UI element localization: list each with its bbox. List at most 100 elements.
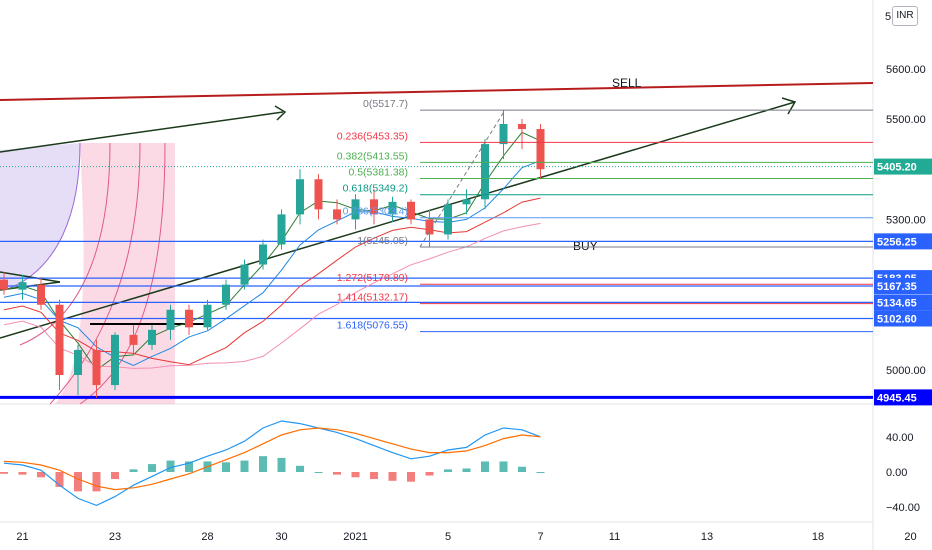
macd-histogram-bar xyxy=(222,462,230,472)
fib-level-label: 0.786(5303.4) xyxy=(343,206,408,218)
price-badge-label: 5405.20 xyxy=(877,162,917,174)
fib-level-label: 1.272(5170.89) xyxy=(337,272,408,284)
time-axis-tick: 21 xyxy=(16,531,28,543)
macd-histogram-bar xyxy=(444,469,452,472)
candle-body xyxy=(462,199,471,205)
candle-body xyxy=(166,309,175,330)
price-axis-tick: 5000.00 xyxy=(886,365,926,377)
fib-level-label: 1(5245.05) xyxy=(357,235,408,247)
price-badge xyxy=(874,389,932,406)
gann-arc xyxy=(4,142,81,291)
candle-body xyxy=(499,124,508,145)
candle-body xyxy=(388,201,397,215)
macd-histogram-bar xyxy=(185,461,193,472)
macd-histogram-bar xyxy=(518,466,526,472)
candle-body xyxy=(277,214,286,245)
macd-line xyxy=(3,420,541,507)
time-axis-tick: 11 xyxy=(609,531,620,543)
candle-body xyxy=(536,129,545,170)
macd-histogram-bar xyxy=(18,472,27,475)
price-badge-label: 5102.60 xyxy=(877,313,917,325)
macd-histogram-bar xyxy=(314,472,323,473)
candle-body xyxy=(370,199,378,215)
macd-histogram-bar xyxy=(296,465,304,472)
fib-level-label: 1.414(5132.17) xyxy=(337,292,408,304)
candle-body xyxy=(481,144,489,200)
candle-body xyxy=(203,304,212,328)
macd-axis-tick: 40.00 xyxy=(886,432,914,444)
macd-histogram-bar xyxy=(277,457,286,472)
fib-level-label: 0.5(5381.38) xyxy=(348,167,408,179)
time-axis-tick: 2021 xyxy=(343,531,367,543)
macd-histogram-bar xyxy=(259,456,267,472)
time-axis-tick: 18 xyxy=(812,531,824,543)
time-axis-tick: 30 xyxy=(275,531,287,543)
time-axis-tick: 23 xyxy=(109,531,121,543)
gann-arc xyxy=(79,142,166,405)
fib-level-label: 0.236(5453.35) xyxy=(337,130,408,142)
fib-retracement-layer[interactable]: 0(5517.7) 0.236(5453.35) 0.382(5413.55) 0.5… xyxy=(337,98,873,333)
price-badge xyxy=(874,158,932,175)
fib-level-label: 1.618(5076.55) xyxy=(337,320,408,332)
macd-histogram-bar xyxy=(499,461,508,472)
drawings-layer: SELL BUY xyxy=(0,76,874,405)
candle-body xyxy=(351,199,360,220)
fib-anchor-line xyxy=(419,109,506,248)
sell-label: SELL xyxy=(612,76,642,90)
macd-histogram-bar xyxy=(92,472,101,492)
price-badge-label: 5256.25 xyxy=(877,236,917,248)
macd-pane xyxy=(0,420,545,507)
price-badge-label: 5134.65 xyxy=(877,297,917,309)
candle-body xyxy=(407,201,415,220)
fib-level-label: 0.382(5413.55) xyxy=(337,150,408,162)
price-badge-label: 5167.35 xyxy=(877,281,917,293)
candle-body xyxy=(333,209,341,220)
time-axis-tick: 7 xyxy=(537,531,543,543)
candle-body xyxy=(111,334,119,386)
price-badge xyxy=(874,277,932,294)
time-axis-tick: 20 xyxy=(904,531,916,543)
trend-arrowhead xyxy=(274,105,287,121)
gann-fan-region xyxy=(0,143,80,290)
gann-arc xyxy=(19,142,111,346)
macd-axis-tick: 0.00 xyxy=(886,467,907,479)
macd-histogram-bar xyxy=(462,468,471,472)
macd-histogram-bar xyxy=(111,472,119,480)
macd-histogram-bar xyxy=(425,472,434,476)
macd-histogram-bar xyxy=(37,472,45,478)
candle-body xyxy=(425,219,434,235)
price-badge-label: 4945.45 xyxy=(877,392,917,404)
candles-layer xyxy=(0,109,545,398)
macd-histogram-bar xyxy=(166,460,175,472)
candle-body xyxy=(296,179,304,215)
macd-histogram-bar xyxy=(407,472,415,482)
currency-button[interactable]: INR xyxy=(892,6,918,26)
sell-trendline xyxy=(0,82,874,101)
macd-histogram-bar xyxy=(351,472,360,478)
price-badge xyxy=(874,294,932,311)
macd-histogram-bar xyxy=(74,472,82,492)
candle-body xyxy=(259,244,267,265)
price-axis-tick: 5300.00 xyxy=(886,214,926,226)
price-badge xyxy=(874,233,932,250)
macd-axis-tick: −40.00 xyxy=(886,502,920,514)
trend-arrow-line xyxy=(0,111,284,153)
macd-histogram-bar xyxy=(370,472,378,480)
candle-body xyxy=(148,329,156,345)
time-axis-tick: 5 xyxy=(445,531,451,543)
macd-histogram-bar xyxy=(240,460,249,472)
macd-histogram-bar xyxy=(55,472,64,487)
price-badge xyxy=(874,310,932,327)
candle-body xyxy=(55,304,64,376)
candle-body xyxy=(129,334,138,345)
macd-histogram-bar xyxy=(333,472,341,475)
price-axis-tick: 5600.00 xyxy=(886,64,926,76)
fib-level-label: 0(5517.7) xyxy=(363,98,408,110)
fib-level-label: 0.618(5349.2) xyxy=(343,183,408,195)
time-axis-tick: 28 xyxy=(201,531,213,543)
candle-body xyxy=(240,264,249,285)
gann-fan-region xyxy=(55,143,175,404)
price-axis-tick: 5 xyxy=(885,11,891,23)
candle-body xyxy=(518,124,526,130)
